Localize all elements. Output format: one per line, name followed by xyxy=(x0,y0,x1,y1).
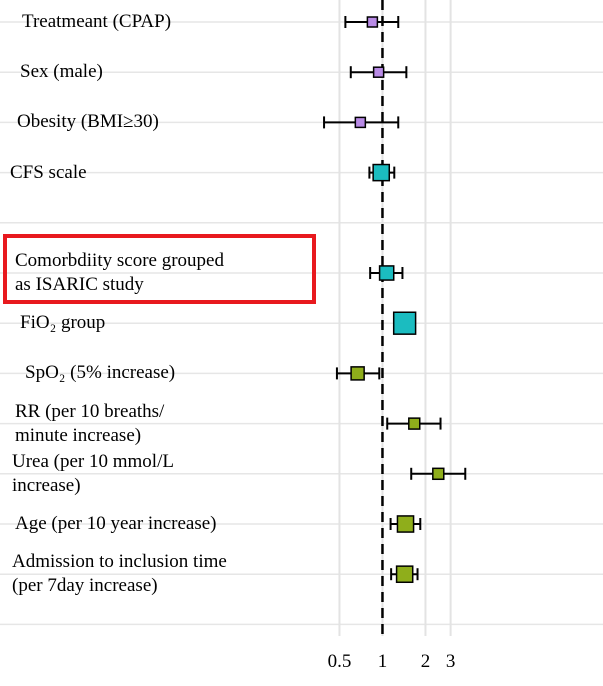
highlight-box xyxy=(3,234,316,304)
category-label: Comorbdiity score grouped as ISARIC stud… xyxy=(15,250,224,295)
estimate-square xyxy=(432,467,445,481)
estimate-square xyxy=(354,116,367,129)
category-label: Admission to inclusion time (per 7day in… xyxy=(12,551,227,597)
x-tick-label: 0.5 xyxy=(328,651,352,672)
estimate-square xyxy=(408,417,421,430)
category-label: SpO₂ (5% increase) xyxy=(25,362,176,384)
category-label: Age (per 10 year increase) xyxy=(15,513,217,534)
estimate-square xyxy=(396,515,415,533)
estimate-square xyxy=(366,16,379,28)
estimate-square xyxy=(372,66,385,78)
estimate-square xyxy=(372,163,391,182)
x-tick-label: 1 xyxy=(378,651,388,672)
estimate-square xyxy=(378,265,395,281)
category-label: Sex (male) xyxy=(20,61,103,83)
category-label: Urea (per 10 mmol/L increase) xyxy=(12,450,174,496)
estimate-square xyxy=(392,311,417,335)
category-label: RR (per 10 breaths/ minute increase) xyxy=(15,400,165,446)
x-tick-label: 3 xyxy=(446,651,456,672)
category-label: CFS scale xyxy=(10,161,87,183)
estimate-square xyxy=(395,565,414,584)
category-label: FiO₂ group xyxy=(20,312,106,334)
x-tick-label: 2 xyxy=(421,651,431,672)
estimate-square xyxy=(350,366,365,381)
category-label: Obesity (BMI≥30) xyxy=(17,111,159,133)
category-label: Treatmeant (CPAP) xyxy=(22,11,172,32)
